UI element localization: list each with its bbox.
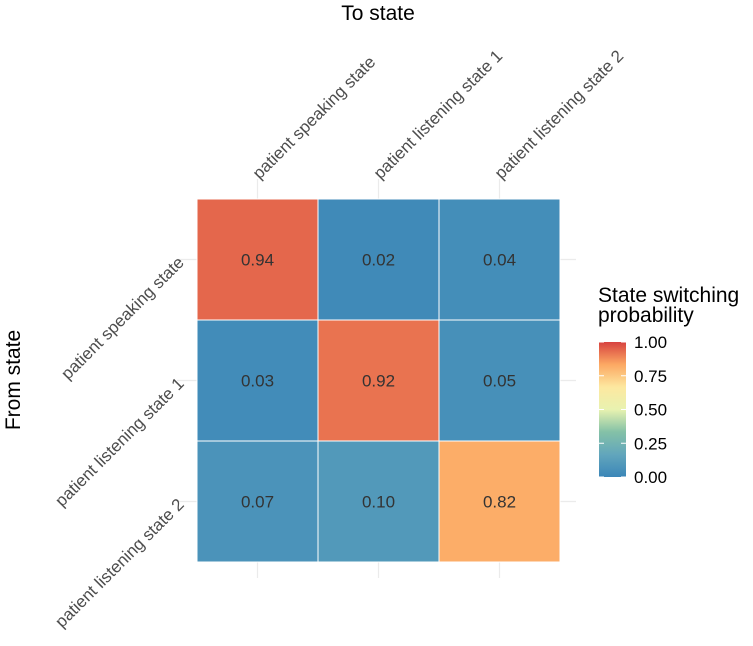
legend-title-line-1: State switching <box>598 284 739 307</box>
cell-label: 0.07 <box>241 493 274 512</box>
cell-label: 0.02 <box>362 251 395 270</box>
heatmap-cells <box>196 198 561 563</box>
legend: State switching probability 1.00 0.75 0.50… <box>598 284 739 487</box>
heatmap-cell <box>317 319 440 442</box>
legend-ticks: 1.00 0.75 0.50 0.25 0.00 <box>599 333 667 487</box>
legend-tick-label: 0.75 <box>634 367 667 386</box>
cell-label: 0.94 <box>241 251 274 270</box>
y-tick-label: patient speaking state <box>57 253 187 383</box>
cell-labels: 0.94 0.02 0.04 0.03 0.92 0.05 0.07 0.10 0.82 <box>241 251 516 512</box>
legend-tick-label: 0.00 <box>634 468 667 487</box>
x-tick-label: patient listening state 1 <box>370 46 506 182</box>
x-tick-label: patient listening state 2 <box>491 46 627 182</box>
x-axis-title: To state <box>341 2 415 25</box>
y-tick-label: patient listening state 2 <box>51 495 187 631</box>
legend-tick-label: 0.50 <box>634 401 667 420</box>
legend-tick-label: 0.25 <box>634 434 667 453</box>
heatmap-cell <box>438 198 561 321</box>
heatmap-cell <box>196 440 319 563</box>
heatmap-cell <box>196 319 319 442</box>
cell-label: 0.10 <box>362 493 395 512</box>
cell-label: 0.82 <box>483 493 516 512</box>
cell-label: 0.05 <box>483 372 516 391</box>
y-tick-label: patient listening state 1 <box>51 374 187 510</box>
legend-tick-label: 1.00 <box>634 333 667 352</box>
cell-label: 0.03 <box>241 372 274 391</box>
y-axis-title: From state <box>2 330 25 430</box>
legend-title-line-2: probability <box>598 304 694 327</box>
x-tick-label: patient speaking state <box>249 52 379 182</box>
heatmap-cell <box>317 440 440 563</box>
cell-label: 0.04 <box>483 251 516 270</box>
heatmap-cell <box>438 440 561 563</box>
cell-label: 0.92 <box>362 372 395 391</box>
heatmap-cell <box>438 319 561 442</box>
